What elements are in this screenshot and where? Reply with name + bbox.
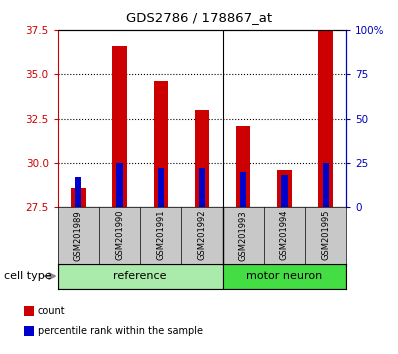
Bar xyxy=(75,177,82,207)
Bar xyxy=(199,168,205,207)
Text: GSM201992: GSM201992 xyxy=(197,210,207,261)
Bar xyxy=(222,264,346,289)
Bar xyxy=(154,81,168,207)
Bar xyxy=(236,126,250,207)
Bar xyxy=(24,306,34,316)
Text: GSM201990: GSM201990 xyxy=(115,210,124,261)
Bar xyxy=(117,163,123,207)
Bar xyxy=(112,46,127,207)
Text: reference: reference xyxy=(113,271,167,281)
Bar xyxy=(277,170,292,207)
Bar xyxy=(24,326,34,336)
Text: GSM201991: GSM201991 xyxy=(156,210,165,261)
Text: GSM201989: GSM201989 xyxy=(74,210,83,261)
Text: GSM201995: GSM201995 xyxy=(321,210,330,261)
Text: cell type: cell type xyxy=(4,271,52,281)
Text: motor neuron: motor neuron xyxy=(246,271,322,281)
Bar xyxy=(281,175,287,207)
Text: count: count xyxy=(38,306,65,316)
Text: GDS2786 / 178867_at: GDS2786 / 178867_at xyxy=(126,11,272,24)
Bar xyxy=(240,172,246,207)
Bar xyxy=(322,163,329,207)
Bar xyxy=(318,30,333,207)
Text: percentile rank within the sample: percentile rank within the sample xyxy=(38,326,203,336)
Bar xyxy=(58,264,222,289)
Bar xyxy=(71,188,86,207)
Text: GSM201993: GSM201993 xyxy=(239,210,248,261)
Bar xyxy=(158,168,164,207)
Text: GSM201994: GSM201994 xyxy=(280,210,289,261)
Bar xyxy=(195,110,209,207)
